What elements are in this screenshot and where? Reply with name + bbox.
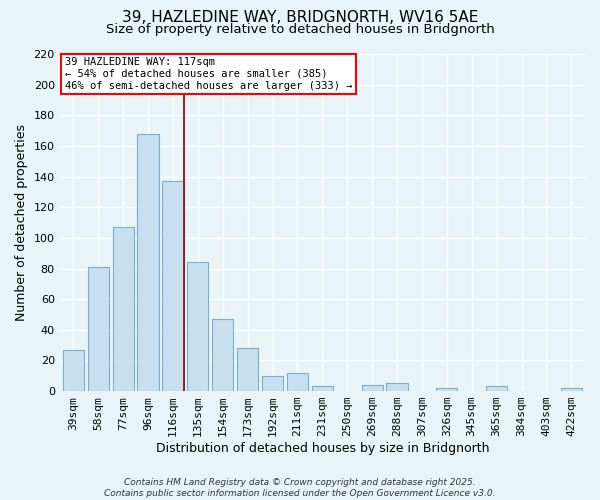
Y-axis label: Number of detached properties: Number of detached properties (15, 124, 28, 321)
Bar (561, 388, 582, 391)
Bar (187, 262, 208, 391)
Bar (362, 385, 383, 391)
Text: Size of property relative to detached houses in Bridgnorth: Size of property relative to detached ho… (106, 22, 494, 36)
Bar (237, 348, 258, 391)
Bar (486, 386, 507, 391)
Bar (312, 386, 333, 391)
Text: Contains HM Land Registry data © Crown copyright and database right 2025.
Contai: Contains HM Land Registry data © Crown c… (104, 478, 496, 498)
Bar (386, 384, 407, 391)
Bar (212, 319, 233, 391)
Bar (113, 227, 134, 391)
Bar (287, 372, 308, 391)
X-axis label: Distribution of detached houses by size in Bridgnorth: Distribution of detached houses by size … (155, 442, 489, 455)
Text: 39 HAZLEDINE WAY: 117sqm
← 54% of detached houses are smaller (385)
46% of semi-: 39 HAZLEDINE WAY: 117sqm ← 54% of detach… (65, 58, 352, 90)
Bar (436, 388, 457, 391)
Bar (137, 134, 158, 391)
Bar (163, 181, 184, 391)
Bar (262, 376, 283, 391)
Text: 39, HAZLEDINE WAY, BRIDGNORTH, WV16 5AE: 39, HAZLEDINE WAY, BRIDGNORTH, WV16 5AE (122, 10, 478, 25)
Bar (88, 267, 109, 391)
Bar (63, 350, 84, 391)
